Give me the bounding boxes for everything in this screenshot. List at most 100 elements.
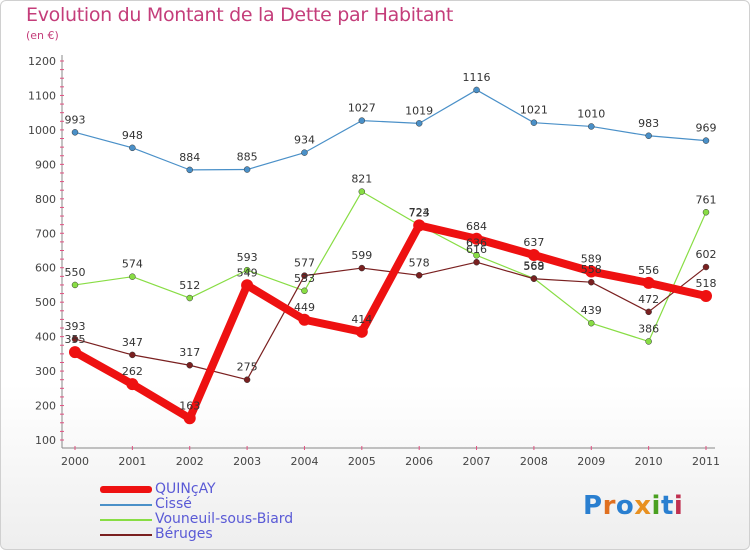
data-point [645, 338, 652, 345]
legend-label-beruges: Béruges [155, 526, 213, 542]
legend-item-quincay: QUINçAY [100, 482, 360, 497]
y-tick-label: 1100 [28, 89, 56, 102]
logo-letter: r [602, 491, 616, 521]
series-line-1 [74, 89, 707, 171]
data-label: 574 [122, 258, 143, 271]
data-label: 472 [638, 293, 659, 306]
logo-letter: x [634, 491, 652, 521]
series-line-0 [71, 221, 710, 423]
data-point [301, 149, 308, 156]
data-point [301, 287, 308, 295]
data-point [129, 273, 136, 280]
data-label: 512 [179, 279, 200, 292]
data-label: 569 [523, 259, 544, 272]
data-point [301, 272, 308, 279]
legend-label-vouneuil: Vouneuil-sous-Biard [155, 511, 294, 527]
data-label: 593 [237, 251, 258, 264]
y-tick-label: 600 [35, 262, 56, 275]
data-label: 948 [122, 129, 143, 142]
data-point [415, 120, 423, 127]
logo-letter: o [615, 491, 635, 521]
data-label: 518 [696, 277, 717, 290]
legend-item-cisse: Cissé [100, 497, 360, 512]
data-label: 934 [294, 134, 315, 147]
data-point [527, 248, 540, 261]
data-label: 723 [409, 206, 430, 219]
y-tick-label: 1200 [28, 55, 56, 68]
data-label: 636 [466, 236, 487, 249]
legend-swatch-vouneuil [100, 519, 152, 521]
data-label: 969 [696, 122, 717, 135]
data-point [413, 219, 426, 232]
data-point [702, 209, 710, 216]
x-tick-label: 2005 [348, 455, 376, 468]
data-label: 993 [65, 113, 86, 126]
data-label: 616 [466, 243, 487, 256]
y-tick-label: 900 [35, 158, 56, 171]
data-point [186, 294, 193, 302]
data-label: 386 [638, 322, 659, 335]
x-tick-label: 2006 [405, 455, 433, 468]
data-label: 884 [179, 151, 200, 164]
data-point [241, 279, 254, 292]
data-label: 347 [122, 336, 143, 349]
data-point [645, 308, 652, 316]
data-label: 983 [638, 117, 659, 130]
data-point [186, 361, 193, 369]
data-label: 556 [638, 264, 659, 277]
data-point [69, 346, 81, 359]
proxiti-logo: Proxiti [583, 491, 683, 521]
data-label: 550 [65, 266, 86, 279]
data-label: 393 [65, 320, 86, 333]
data-label: 1116 [463, 71, 491, 84]
data-label: 577 [294, 257, 315, 270]
data-label: 578 [409, 256, 430, 269]
data-point [585, 265, 598, 278]
y-tick-label: 500 [35, 296, 56, 309]
x-tick-label: 2011 [692, 455, 720, 468]
y-tick-label: 400 [35, 331, 56, 344]
data-label: 355 [65, 333, 86, 346]
data-point [71, 335, 79, 343]
y-tick-label: 700 [35, 227, 56, 240]
data-point [243, 376, 251, 383]
x-tick-label: 2002 [176, 455, 204, 468]
data-point [530, 119, 538, 126]
data-label: 1010 [577, 107, 605, 120]
data-label: 558 [581, 263, 602, 276]
data-label: 568 [523, 260, 544, 273]
x-tick-label: 2007 [463, 455, 491, 468]
x-tick-label: 2010 [635, 455, 663, 468]
data-label: 549 [237, 266, 258, 279]
logo-letter: P [583, 491, 603, 521]
legend-item-beruges: Béruges [100, 527, 360, 542]
data-point [700, 289, 712, 302]
y-tick-label: 1000 [28, 124, 56, 137]
legend-label-quincay: QUINçAY [155, 481, 216, 497]
data-label: 275 [237, 361, 258, 374]
data-point [298, 313, 311, 326]
legend-label-cisse: Cissé [155, 496, 192, 512]
data-label: 1027 [348, 102, 376, 115]
legend-swatch-cisse [100, 504, 152, 506]
y-tick-label: 300 [35, 365, 56, 378]
data-point [588, 123, 595, 130]
data-label: 602 [696, 248, 717, 261]
data-label: 589 [581, 253, 602, 266]
y-tick-label: 100 [35, 434, 56, 447]
data-label: 414 [351, 313, 372, 326]
data-point [415, 272, 423, 279]
data-point [129, 144, 136, 152]
data-label: 821 [351, 173, 372, 186]
data-point [473, 252, 480, 259]
data-point [530, 275, 538, 283]
data-label: 163 [179, 399, 200, 412]
data-point [243, 266, 251, 274]
data-label: 533 [294, 272, 315, 285]
data-point [473, 258, 480, 266]
data-point [243, 166, 251, 173]
data-point [470, 232, 483, 245]
data-point [358, 117, 366, 124]
data-label: 439 [581, 304, 602, 317]
